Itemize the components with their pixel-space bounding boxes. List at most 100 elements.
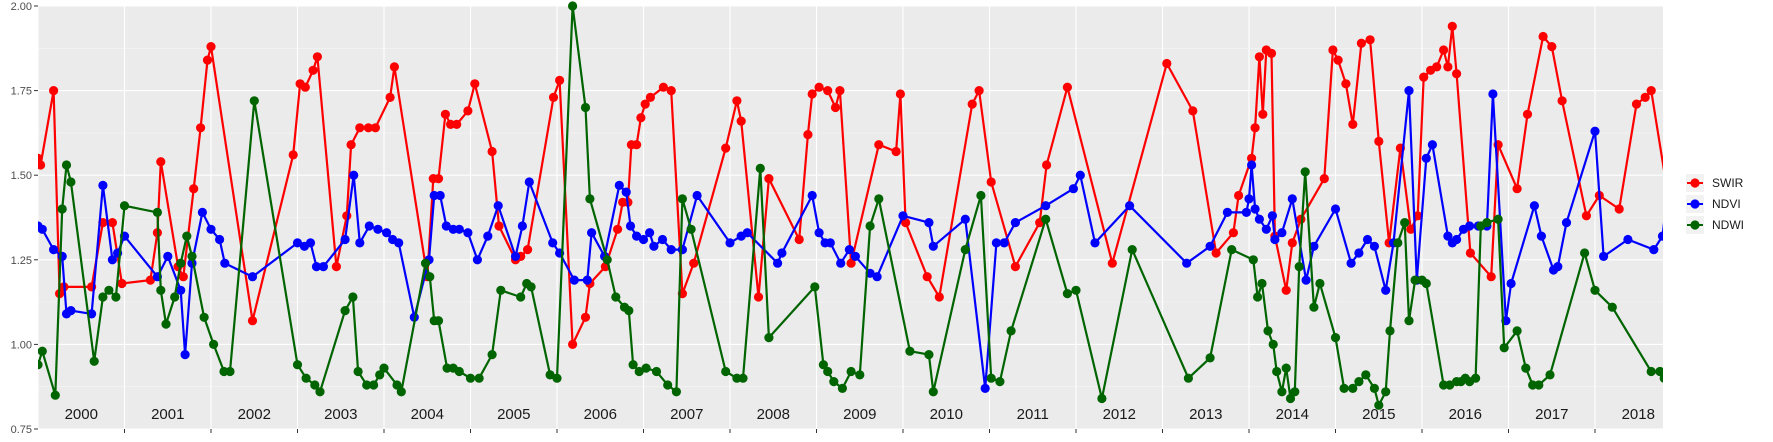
ndwi-point bbox=[38, 360, 43, 370]
year-label: 2005 bbox=[497, 406, 530, 423]
ndwi-point bbox=[301, 373, 311, 383]
ndwi-point bbox=[651, 366, 662, 377]
year-labels: 2000 2001 2002 2003 2004 2005 2006 2007 2008 2009… bbox=[65, 406, 1655, 423]
ndvi-point bbox=[1250, 204, 1260, 214]
swir-point bbox=[38, 160, 46, 170]
year-label: 2015 bbox=[1362, 406, 1395, 423]
ndvi-point bbox=[1346, 258, 1356, 268]
ndwi-point bbox=[855, 370, 865, 380]
ndwi-point bbox=[1071, 285, 1081, 295]
ndwi-point bbox=[1248, 255, 1258, 265]
ndwi-point bbox=[454, 366, 464, 377]
swir-point bbox=[49, 86, 59, 96]
swir-point bbox=[967, 99, 977, 109]
ndwi-point bbox=[1471, 373, 1481, 383]
swir-point bbox=[1670, 232, 1679, 241]
ndvi-point bbox=[1716, 140, 1725, 149]
ndvi-point bbox=[1553, 262, 1563, 272]
ndvi-point bbox=[1699, 154, 1708, 163]
swir-point bbox=[1406, 224, 1416, 234]
ndwi-point bbox=[292, 360, 303, 370]
ndwi-point bbox=[960, 245, 970, 255]
ndvi-point bbox=[382, 228, 392, 238]
swir-point bbox=[370, 123, 380, 133]
legend: SWIR NDVI NDWI bbox=[1686, 174, 1744, 234]
ndvi-point bbox=[1427, 140, 1437, 150]
ndwi-point bbox=[1722, 272, 1731, 281]
swir-point bbox=[640, 99, 650, 109]
year-label: 2007 bbox=[670, 406, 703, 423]
ndwi-point bbox=[1277, 387, 1287, 397]
ndvi-point bbox=[625, 221, 636, 231]
ndwi-point bbox=[686, 224, 696, 234]
ndvi-point bbox=[1657, 231, 1663, 241]
ndvi-point bbox=[1277, 228, 1287, 238]
ndvi-point bbox=[1443, 231, 1453, 241]
swir-point bbox=[1042, 160, 1052, 170]
ndwi-point bbox=[1646, 366, 1656, 377]
ndwi-point bbox=[905, 346, 915, 356]
swir-point bbox=[487, 146, 497, 157]
ndvi-point bbox=[364, 221, 374, 231]
ndvi-point bbox=[742, 228, 752, 238]
ndvi-point bbox=[292, 238, 303, 248]
ndvi-point bbox=[657, 234, 668, 245]
ndwi-point bbox=[225, 366, 235, 377]
ndvi-point bbox=[814, 228, 824, 238]
ndvi-point bbox=[1381, 285, 1391, 295]
ndwi-point bbox=[764, 333, 774, 343]
ndvi-point bbox=[98, 180, 108, 190]
ndwi-point bbox=[396, 387, 406, 397]
ndwi-point bbox=[89, 356, 99, 366]
ndvi-point bbox=[844, 245, 855, 255]
ndwi-point bbox=[104, 285, 114, 295]
ndwi-point bbox=[176, 258, 186, 268]
series-ndwi bbox=[38, 1, 1731, 410]
ndvi-point bbox=[773, 258, 783, 268]
swir-point bbox=[1374, 136, 1384, 146]
swir-point bbox=[1614, 204, 1624, 214]
ndvi-point bbox=[1623, 234, 1633, 245]
ndvi-point bbox=[441, 221, 451, 231]
swir-point bbox=[1557, 96, 1567, 106]
ndvi-point bbox=[872, 272, 882, 282]
ndwi-point bbox=[1257, 278, 1267, 289]
ndwi-point bbox=[1285, 393, 1296, 404]
swir-point bbox=[1211, 248, 1221, 258]
ndvi-point bbox=[435, 190, 445, 201]
ndvi-point bbox=[638, 234, 649, 245]
ndvi-point bbox=[355, 238, 365, 248]
swir-point bbox=[1258, 109, 1268, 119]
ndwi-point bbox=[433, 316, 444, 326]
swir-point bbox=[355, 123, 365, 133]
swir-point bbox=[645, 92, 656, 102]
swir-point bbox=[1356, 38, 1366, 48]
ndvi-point bbox=[1369, 241, 1379, 251]
ndwi-point bbox=[1545, 370, 1555, 380]
swir-point bbox=[247, 316, 258, 326]
swir-point bbox=[922, 272, 932, 282]
swir-point bbox=[689, 258, 699, 268]
ndwi-point bbox=[1309, 302, 1319, 312]
ndwi-point bbox=[829, 377, 839, 387]
swir-point bbox=[1443, 62, 1453, 72]
ndvi-point bbox=[66, 306, 76, 316]
ndvi-point bbox=[1694, 133, 1703, 142]
ndvi-point bbox=[1705, 262, 1714, 271]
y-tick-label: 1.25 bbox=[11, 255, 32, 267]
ndvi-point bbox=[898, 211, 908, 221]
swir-point bbox=[764, 174, 774, 184]
ndwi-point bbox=[1227, 245, 1237, 255]
ndvi-point bbox=[1068, 184, 1078, 194]
year-label: 2018 bbox=[1622, 406, 1655, 423]
legend-point-ndwi bbox=[1690, 220, 1700, 230]
ndwi-point bbox=[369, 380, 379, 390]
swir-point bbox=[196, 123, 206, 133]
ndwi-point bbox=[628, 360, 638, 370]
ndwi-point bbox=[641, 363, 651, 373]
swir-point bbox=[331, 262, 341, 272]
ndvi-point bbox=[1599, 251, 1609, 261]
ndwi-point bbox=[1590, 285, 1600, 295]
swir-point bbox=[1266, 48, 1277, 59]
swir-point bbox=[1341, 79, 1351, 89]
